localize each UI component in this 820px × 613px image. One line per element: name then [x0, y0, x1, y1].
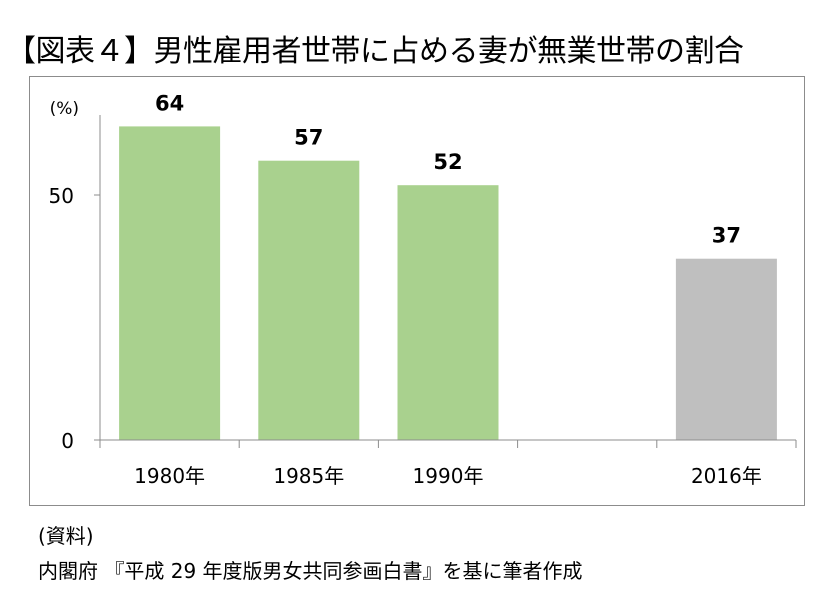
- chart-area: 0 50 (%) 1980年 1985年 1990年 2016年 64 57 52 37: [29, 76, 805, 506]
- chart-title: 【図表４】男性雇用者世帯に占める妻が無業世帯の割合: [6, 34, 744, 69]
- data-label: 57: [294, 126, 323, 150]
- x-tick-label: 2016年: [691, 464, 762, 488]
- bar-1990年: [397, 185, 499, 440]
- x-tick-label: 1985年: [273, 464, 344, 488]
- source-heading: (資料): [38, 524, 94, 548]
- y-tick-label: 50: [49, 184, 74, 208]
- bar-1985年: [258, 160, 360, 440]
- data-label: 64: [155, 91, 184, 115]
- x-tick-label: 1990年: [413, 464, 484, 488]
- source-text: 内閣府 『平成 29 年度版男女共同参画白書』を基に筆者作成: [38, 559, 583, 583]
- y-unit-label: (%): [50, 99, 79, 119]
- x-tick-label: 1980年: [134, 464, 205, 488]
- y-tick-label: 0: [61, 429, 74, 453]
- bar-2016年: [675, 258, 777, 440]
- data-label: 52: [433, 150, 462, 174]
- bar-1980年: [119, 126, 221, 441]
- data-label: 37: [712, 224, 741, 248]
- bar-chart: 0 50 (%) 1980年 1985年 1990年 2016年 64 57 52 37: [49, 91, 797, 488]
